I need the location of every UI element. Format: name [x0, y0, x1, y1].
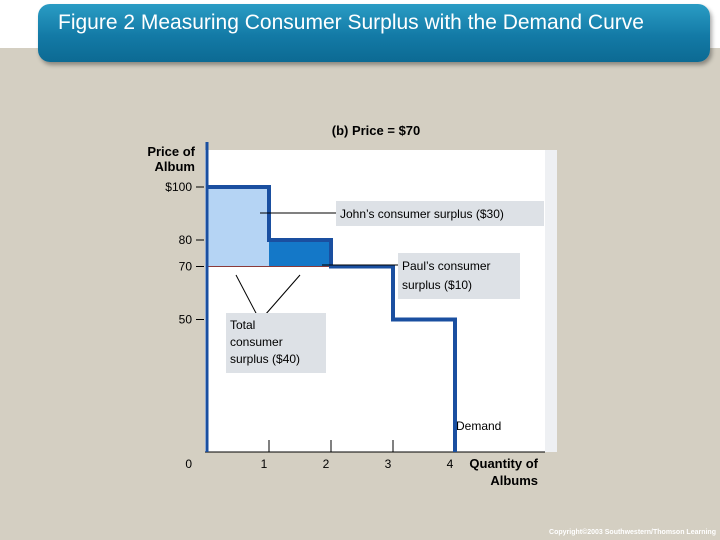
y-tick-label: 0 — [185, 457, 192, 471]
x-tick-label: 2 — [323, 457, 330, 471]
y-axis-label-line2: Album — [155, 159, 195, 174]
plot-right-edge — [545, 150, 557, 452]
x-tick-label: 4 — [447, 457, 454, 471]
total-label-box — [226, 313, 326, 373]
x-ticks: 1 2 3 4 — [261, 440, 454, 471]
y-ticks: $100 80 70 50 0 — [165, 180, 204, 471]
x-axis-label-line2: Albums — [490, 473, 538, 488]
copyright-notice: Copyright©2003 Southwestern/Thomson Lear… — [549, 529, 716, 536]
john-label: John’s consumer surplus ($30) — [340, 207, 504, 221]
total-pointer-left — [235, 274, 258, 316]
paul-label-line1: Paul’s consumer — [402, 259, 491, 273]
total-label-line3: surplus ($40) — [230, 352, 300, 366]
x-tick-label: 3 — [385, 457, 392, 471]
y-tick-label: $100 — [165, 180, 192, 194]
y-tick-label: 70 — [179, 260, 193, 274]
total-label-line1: Total — [230, 318, 255, 332]
y-tick-label: 50 — [179, 313, 193, 327]
x-axis-label-line1: Quantity of — [469, 456, 538, 471]
demand-curve — [207, 185, 457, 452]
surplus-regions — [207, 187, 331, 267]
total-label-line2: consumer — [230, 335, 283, 349]
slide-title-bar: Figure 2 Measuring Consumer Surplus with… — [38, 4, 710, 62]
paul-label-box — [398, 253, 520, 299]
surplus-region-2 — [269, 240, 331, 267]
y-axis-label-line1: Price of — [147, 144, 195, 159]
demand-label: Demand — [456, 419, 501, 433]
paul-label-line2: surplus ($10) — [402, 278, 472, 292]
y-tick-label: 80 — [179, 233, 193, 247]
chart-title: (b) Price = $70 — [332, 123, 421, 138]
slide-title: Figure 2 Measuring Consumer Surplus with… — [58, 11, 644, 34]
total-pointer-right — [264, 274, 301, 316]
x-tick-label: 1 — [261, 457, 268, 471]
surplus-region-1 — [207, 187, 269, 267]
john-label-box — [336, 201, 544, 226]
